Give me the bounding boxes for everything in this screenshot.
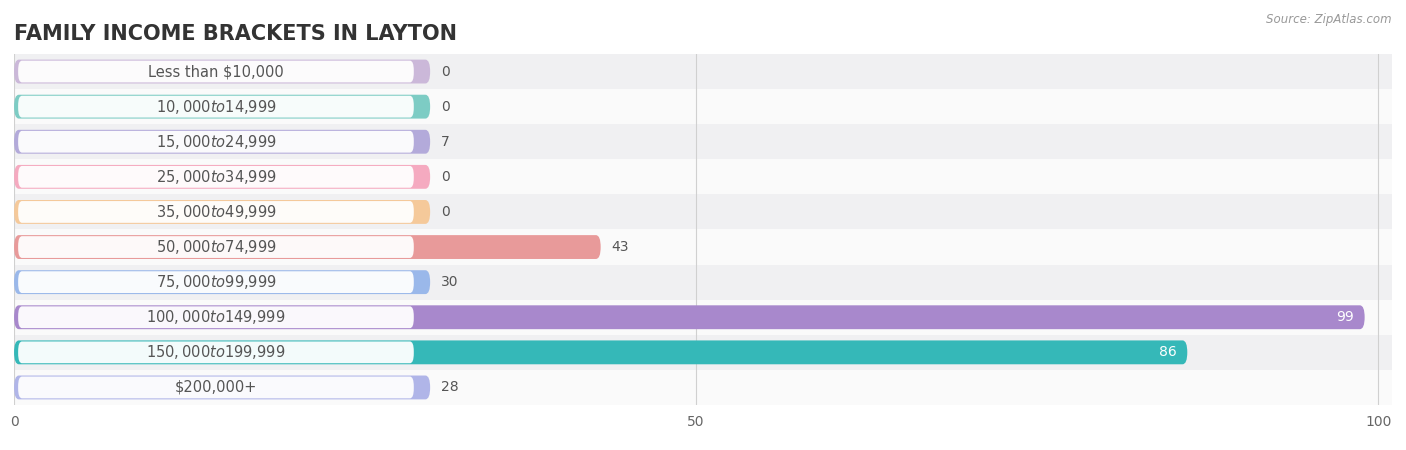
FancyBboxPatch shape bbox=[14, 340, 1187, 364]
Bar bbox=[14, 159, 1392, 194]
Bar bbox=[14, 89, 1392, 124]
FancyBboxPatch shape bbox=[18, 236, 413, 258]
Text: 0: 0 bbox=[441, 99, 450, 114]
FancyBboxPatch shape bbox=[18, 201, 413, 223]
Bar bbox=[14, 265, 1392, 300]
Text: 99: 99 bbox=[1336, 310, 1354, 324]
Text: 7: 7 bbox=[441, 135, 450, 149]
FancyBboxPatch shape bbox=[14, 235, 600, 259]
FancyBboxPatch shape bbox=[14, 59, 430, 84]
FancyBboxPatch shape bbox=[14, 375, 430, 400]
Text: FAMILY INCOME BRACKETS IN LAYTON: FAMILY INCOME BRACKETS IN LAYTON bbox=[14, 24, 457, 44]
Bar bbox=[14, 370, 1392, 405]
Text: $15,000 to $24,999: $15,000 to $24,999 bbox=[156, 133, 277, 151]
Text: 43: 43 bbox=[612, 240, 628, 254]
Text: 0: 0 bbox=[441, 64, 450, 79]
FancyBboxPatch shape bbox=[14, 130, 430, 154]
FancyBboxPatch shape bbox=[14, 200, 430, 224]
Text: 28: 28 bbox=[441, 380, 458, 395]
Text: $50,000 to $74,999: $50,000 to $74,999 bbox=[156, 238, 277, 256]
FancyBboxPatch shape bbox=[18, 342, 413, 363]
Text: $25,000 to $34,999: $25,000 to $34,999 bbox=[156, 168, 277, 186]
FancyBboxPatch shape bbox=[18, 166, 413, 188]
Text: Less than $10,000: Less than $10,000 bbox=[148, 64, 284, 79]
Text: $150,000 to $199,999: $150,000 to $199,999 bbox=[146, 343, 285, 361]
Bar bbox=[14, 335, 1392, 370]
FancyBboxPatch shape bbox=[18, 131, 413, 153]
Text: $10,000 to $14,999: $10,000 to $14,999 bbox=[156, 98, 277, 116]
FancyBboxPatch shape bbox=[14, 94, 430, 119]
Bar bbox=[14, 124, 1392, 159]
Text: 0: 0 bbox=[441, 205, 450, 219]
FancyBboxPatch shape bbox=[18, 306, 413, 328]
Text: $200,000+: $200,000+ bbox=[174, 380, 257, 395]
Text: 0: 0 bbox=[441, 170, 450, 184]
FancyBboxPatch shape bbox=[18, 61, 413, 82]
Text: 86: 86 bbox=[1159, 345, 1177, 360]
FancyBboxPatch shape bbox=[14, 270, 430, 294]
Text: $35,000 to $49,999: $35,000 to $49,999 bbox=[156, 203, 277, 221]
FancyBboxPatch shape bbox=[14, 305, 1365, 329]
Text: Source: ZipAtlas.com: Source: ZipAtlas.com bbox=[1267, 14, 1392, 27]
FancyBboxPatch shape bbox=[18, 96, 413, 117]
Bar bbox=[14, 54, 1392, 89]
Bar bbox=[14, 194, 1392, 230]
Text: $75,000 to $99,999: $75,000 to $99,999 bbox=[156, 273, 277, 291]
Bar bbox=[14, 230, 1392, 265]
Bar bbox=[14, 300, 1392, 335]
FancyBboxPatch shape bbox=[14, 165, 430, 189]
FancyBboxPatch shape bbox=[18, 271, 413, 293]
Text: 30: 30 bbox=[441, 275, 458, 289]
FancyBboxPatch shape bbox=[18, 377, 413, 398]
Text: $100,000 to $149,999: $100,000 to $149,999 bbox=[146, 308, 285, 326]
